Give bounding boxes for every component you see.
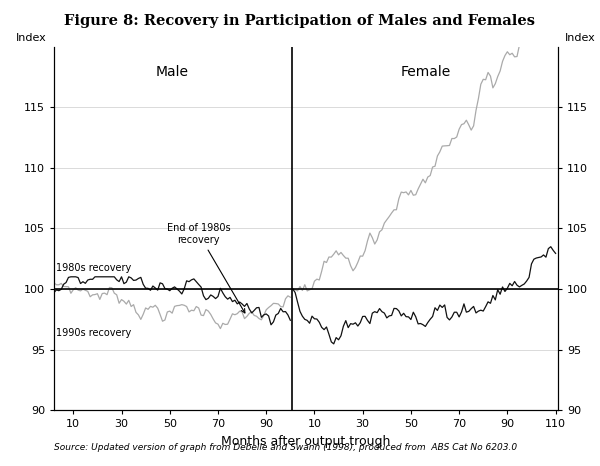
Text: Source: Updated version of graph from Debelle and Swann (1998), produced from  A: Source: Updated version of graph from De…: [54, 443, 517, 452]
Text: Figure 8: Recovery in Participation of Males and Females: Figure 8: Recovery in Participation of M…: [65, 14, 536, 28]
Text: End of 1980s
recovery: End of 1980s recovery: [167, 223, 245, 313]
Text: Female: Female: [400, 65, 451, 79]
Text: 1980s recovery: 1980s recovery: [56, 263, 131, 273]
X-axis label: Months after output trough: Months after output trough: [221, 435, 391, 448]
Text: Index: Index: [16, 33, 47, 43]
Text: Index: Index: [565, 33, 596, 43]
Text: Male: Male: [155, 65, 188, 79]
Text: 1990s recovery: 1990s recovery: [56, 328, 131, 338]
Text: End of 1980s
recovery: End of 1980s recovery: [0, 465, 1, 466]
